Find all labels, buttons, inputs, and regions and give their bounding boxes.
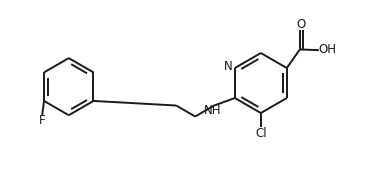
Text: OH: OH xyxy=(318,43,336,56)
Text: F: F xyxy=(39,114,46,127)
Text: O: O xyxy=(296,18,305,31)
Text: Cl: Cl xyxy=(255,127,267,140)
Text: N: N xyxy=(223,60,232,73)
Text: NH: NH xyxy=(204,104,222,117)
